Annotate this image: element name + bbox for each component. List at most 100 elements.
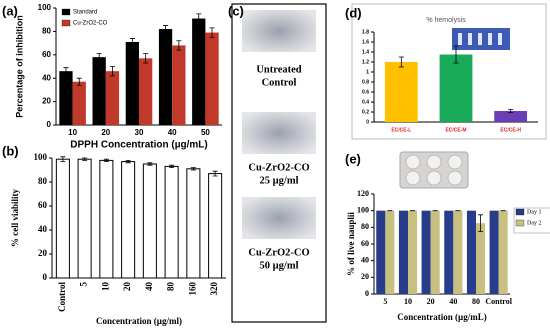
y-tick-label: 20: [42, 97, 51, 106]
error-bar: [76, 77, 82, 86]
y-tick-label: 100: [357, 205, 369, 214]
error-bar: [147, 162, 153, 166]
y-axis-title: % of live nauplii: [346, 212, 356, 276]
legend-label: Day 1: [527, 209, 542, 215]
legend-label: Standard: [73, 10, 97, 16]
panel-label: (c): [228, 3, 244, 18]
y-axis-title: % cell viability: [10, 189, 20, 247]
y-tick-label: 1.2: [362, 59, 369, 65]
bar: [72, 81, 86, 125]
y-tick-label: 0: [43, 272, 48, 282]
error-bar: [209, 27, 215, 38]
x-tick-label: 50: [201, 128, 210, 137]
y-tick-label: 80: [38, 176, 48, 186]
bar: [121, 161, 136, 279]
bar: [105, 71, 120, 125]
bar: [186, 168, 201, 279]
y-tick-label: 0: [47, 120, 52, 129]
y-tick-label: 40: [361, 255, 369, 264]
error-bar: [103, 158, 109, 162]
panel-frame: [351, 3, 547, 140]
error-bar: [212, 170, 218, 177]
chart: 0 20 40 60 80 100 120 5 10 20 40 80 Control Concentra…: [346, 189, 550, 322]
y-tick-label: 0: [365, 289, 369, 298]
x-tick-label: EC/CE-M: [445, 127, 466, 133]
bar: [498, 210, 508, 294]
bar: [125, 41, 139, 125]
y-tick-label: 1.4: [362, 49, 369, 55]
error-bar: [109, 66, 115, 77]
error-bar: [82, 157, 88, 161]
error-bar: [453, 45, 459, 64]
caption: Cu-ZrO2-CO: [248, 247, 309, 258]
error-bar: [190, 167, 196, 171]
legend-label: Day 2: [527, 220, 542, 226]
bar: [385, 210, 395, 294]
x-tick-label: 10: [100, 282, 110, 292]
y-tick-label: 0.2: [362, 109, 369, 115]
bar: [172, 45, 186, 125]
error-bar: [508, 109, 514, 113]
x-tick-label: Control: [485, 297, 512, 306]
x-tick-label: 80: [166, 282, 176, 292]
bar: [439, 54, 473, 122]
x-tick-label: Control: [57, 282, 67, 312]
x-tick-label: 20: [122, 282, 132, 292]
x-tick-label: 80: [472, 297, 480, 306]
bar: [444, 210, 454, 294]
y-tick-label: 0: [366, 119, 369, 125]
bar: [384, 62, 418, 122]
y-tick-label: 0.8: [362, 79, 369, 85]
caption: 25 µg/ml: [259, 175, 298, 186]
bar: [164, 165, 179, 279]
chart: 0 20 40 60 80 100 10 20 30 40 50 DPPH Concentration…: [14, 3, 222, 151]
bar: [139, 58, 153, 126]
bar: [208, 173, 223, 279]
y-tick-label: 100: [34, 152, 48, 162]
x-tick-label: 5: [383, 297, 387, 306]
panel-label: (d): [345, 5, 362, 20]
y-tick-label: 40: [38, 224, 48, 234]
inset-tubes: [458, 33, 502, 45]
bar: [92, 57, 106, 125]
panel-label: (e): [345, 151, 361, 166]
x-tick-label: 10: [404, 297, 412, 306]
bar: [453, 210, 463, 294]
y-tick-label: 0.4: [362, 99, 369, 105]
y-axis-title: Percentage of inhibition: [14, 15, 24, 118]
legend-swatch: [61, 8, 71, 16]
x-tick-label: 40: [144, 282, 154, 292]
legend-swatch: [515, 219, 525, 227]
x-tick-label: 20: [101, 128, 110, 137]
bar: [77, 158, 92, 279]
chart: 0 20 40 60 80 100 Control 5 10 20 40 80 160 320 Concen…: [10, 152, 226, 326]
y-tick-label: 20: [38, 248, 48, 258]
y-tick-label: 20: [361, 272, 369, 281]
caption: Cu-ZrO2-CO: [248, 162, 309, 173]
x-tick-label: 30: [135, 128, 144, 137]
y-tick-label: 0.6: [362, 89, 369, 95]
y-tick-label: 60: [38, 200, 48, 210]
bar: [55, 158, 70, 279]
bar: [205, 32, 219, 125]
x-tick-label: 160: [187, 282, 197, 296]
bar: [59, 71, 73, 125]
x-axis-title: Concentration (µg/mL): [397, 312, 486, 322]
y-tick-label: 60: [361, 239, 369, 248]
caption: Control: [262, 77, 297, 88]
error-bar: [60, 156, 66, 162]
legend-swatch: [515, 208, 525, 216]
panel-label: (a): [2, 3, 18, 18]
bar: [466, 210, 476, 294]
error-bar: [163, 25, 169, 33]
bar: [398, 210, 408, 294]
y-tick-label: 1: [366, 69, 369, 75]
bar: [142, 163, 157, 279]
sample-image: [242, 197, 316, 239]
sample-image: [242, 10, 316, 52]
chart-title: % hemolysis: [426, 17, 466, 24]
legend-label: Cu-ZrO2-CO: [73, 21, 108, 27]
error-bar: [398, 56, 404, 68]
x-tick-label: 10: [68, 128, 77, 137]
caption: 50 µg/ml: [259, 260, 298, 271]
